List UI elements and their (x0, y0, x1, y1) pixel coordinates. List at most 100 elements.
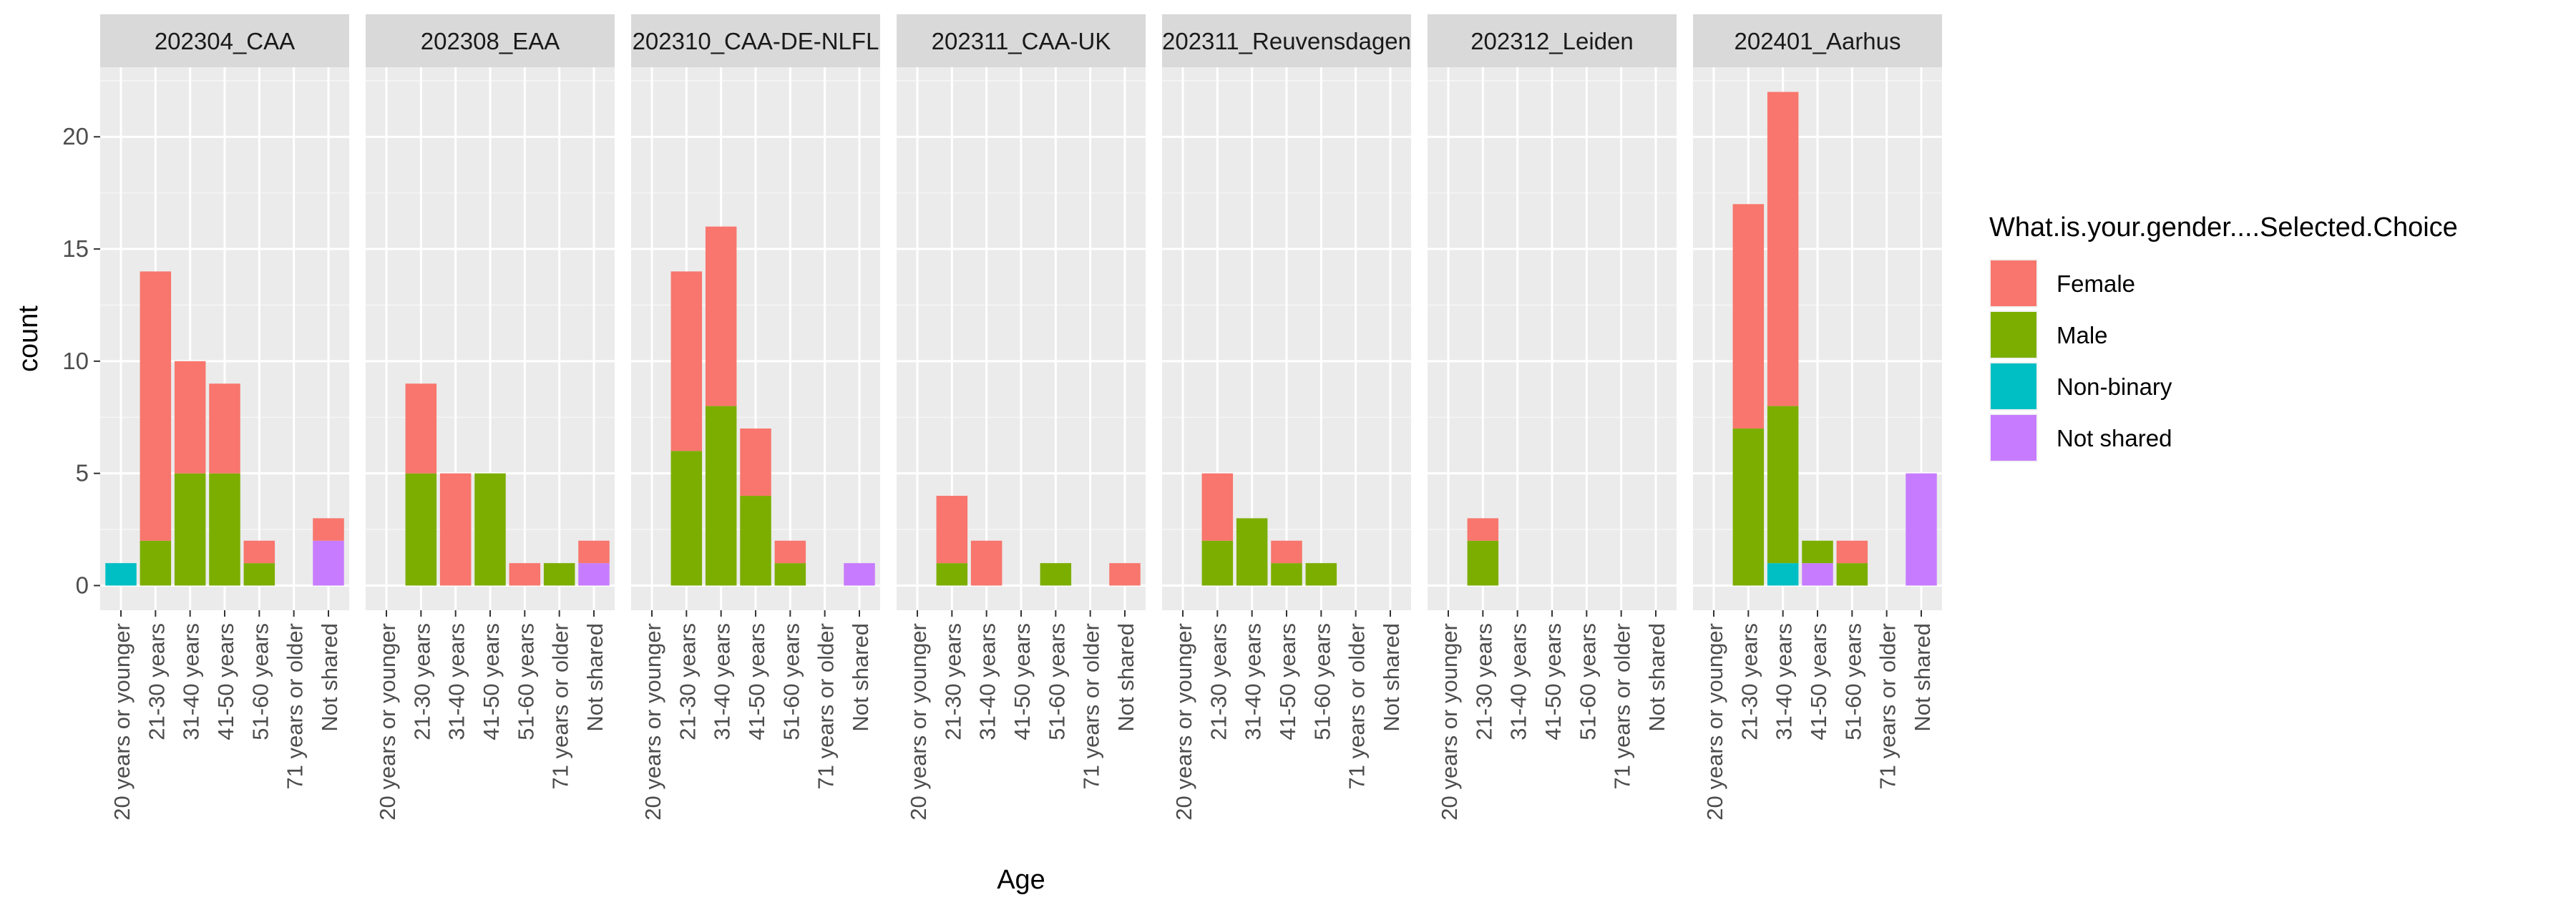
bar-202311-caa-uk-not-shared-female (1109, 563, 1141, 586)
x-tick-label-202304-caa-31-40-years: 31-40 years (179, 623, 204, 740)
x-tick-label-202310-caa-de-nlfl-51-60-years: 51-60 years (779, 623, 804, 740)
x-tick-label-202401-aarhus-20-years-or-younger: 20 years or younger (1702, 623, 1727, 821)
x-tick-label-202401-aarhus-41-50-years: 41-50 years (1806, 623, 1831, 740)
bar-202401-aarhus-41-50-years-not-shared (1802, 563, 1833, 586)
x-tick-label-202310-caa-de-nlfl-not-shared: Not shared (848, 623, 873, 732)
panel-202310-caa-de-nlfl: 202310_CAA-DE-NLFL 20 years or younger 21-… (631, 14, 880, 821)
x-tick-label-202311-reuvensdagen-41-50-years: 41-50 years (1275, 623, 1300, 740)
y-axis-title: count (14, 305, 44, 372)
x-tick-label-202308-eaa-not-shared: Not shared (582, 623, 608, 732)
x-tick-label-202311-reuvensdagen-51-60-years: 51-60 years (1309, 623, 1335, 740)
bar-202310-caa-de-nlfl-41-50-years-male (740, 496, 771, 586)
bar-202401-aarhus-not-shared-not-shared (1906, 473, 1937, 586)
bar-202310-caa-de-nlfl-51-60-years-male (774, 563, 806, 586)
x-tick-label-202308-eaa-71-years-or-older: 71 years or older (548, 623, 573, 790)
x-tick-label-202310-caa-de-nlfl-71-years-or-older: 71 years or older (814, 623, 839, 790)
x-tick-label-202312-leiden-21-30-years: 21-30 years (1471, 623, 1496, 740)
x-tick-label-202310-caa-de-nlfl-20-years-or-younger: 20 years or younger (640, 623, 665, 821)
bar-202311-reuvensdagen-21-30-years-male (1201, 540, 1234, 586)
y-tick-label-5: 5 (76, 460, 89, 486)
bar-202311-caa-uk-21-30-years-male (936, 563, 968, 586)
x-tick-label-202311-reuvensdagen-31-40-years: 31-40 years (1241, 623, 1266, 740)
bar-202308-eaa-71-years-or-older-male (543, 563, 575, 586)
bar-202311-caa-uk-21-30-years-female (936, 496, 968, 564)
legend-title: What.is.your.gender....Selected.Choice (1989, 212, 2458, 243)
panel-title-202311-reuvensdagen: 202311_Reuvensdagen (1162, 28, 1411, 54)
x-tick-label-202311-caa-uk-71-years-or-older: 71 years or older (1079, 623, 1104, 790)
bar-202304-caa-21-30-years-female (140, 271, 172, 541)
x-tick-label-202310-caa-de-nlfl-41-50-years: 41-50 years (744, 623, 769, 740)
bar-202310-caa-de-nlfl-not-shared-not-shared (844, 563, 875, 586)
bar-202401-aarhus-21-30-years-female (1732, 204, 1765, 429)
bar-202401-aarhus-31-40-years-female (1767, 92, 1799, 406)
bar-202310-caa-de-nlfl-21-30-years-male (670, 451, 703, 586)
bar-202310-caa-de-nlfl-51-60-years-female (774, 540, 806, 564)
bar-202401-aarhus-51-60-years-female (1836, 540, 1868, 564)
y-tick-label-10: 10 (62, 348, 89, 374)
x-tick-label-202304-caa-51-60-years: 51-60 years (248, 623, 273, 740)
panel-202308-eaa: 202308_EAA 20 years or younger 21-30 years… (366, 14, 615, 821)
bar-202304-caa-21-30-years-male (140, 540, 172, 586)
legend-label-not-shared: Not shared (2057, 425, 2172, 451)
bar-202308-eaa-21-30-years-female (405, 383, 437, 474)
x-tick-label-202401-aarhus-71-years-or-older: 71 years or older (1875, 623, 1901, 790)
bar-202311-caa-uk-51-60-years-male (1040, 563, 1072, 586)
panel-title-202401-aarhus: 202401_Aarhus (1734, 28, 1901, 54)
bar-202311-caa-uk-31-40-years-female (970, 540, 1002, 586)
panel-title-202310-caa-de-nlfl: 202310_CAA-DE-NLFL (633, 28, 879, 54)
panel-strip-202312-leiden (1428, 14, 1677, 67)
bar-202311-reuvensdagen-51-60-years-male (1305, 563, 1337, 586)
bar-202312-leiden-21-30-years-male (1467, 540, 1499, 586)
x-tick-label-202312-leiden-20-years-or-younger: 20 years or younger (1437, 623, 1462, 821)
y-tick-label-15: 15 (62, 235, 89, 262)
bar-202311-reuvensdagen-21-30-years-female (1201, 473, 1234, 541)
bar-202312-leiden-21-30-years-female (1467, 518, 1499, 541)
bar-202304-caa-51-60-years-male (243, 563, 275, 586)
x-axis-title: Age (997, 865, 1045, 895)
bar-202304-caa-41-50-years-male (209, 473, 240, 586)
x-tick-label-202311-caa-uk-20-years-or-younger: 20 years or younger (906, 623, 931, 821)
bar-202310-caa-de-nlfl-31-40-years-male (705, 406, 737, 586)
x-tick-label-202312-leiden-51-60-years: 51-60 years (1575, 623, 1600, 740)
x-tick-label-202312-leiden-31-40-years: 31-40 years (1506, 623, 1531, 740)
x-tick-label-202401-aarhus-51-60-years: 51-60 years (1840, 623, 1865, 740)
x-tick-label-202304-caa-21-30-years: 21-30 years (144, 623, 169, 740)
x-tick-label-202311-caa-uk-41-50-years: 41-50 years (1010, 623, 1035, 740)
bar-202401-aarhus-31-40-years-male (1767, 406, 1799, 564)
x-tick-label-202308-eaa-20-years-or-younger: 20 years or younger (375, 623, 400, 821)
x-tick-label-202304-caa-41-50-years: 41-50 years (213, 623, 238, 740)
x-tick-label-202310-caa-de-nlfl-31-40-years: 31-40 years (710, 623, 735, 740)
x-tick-label-202311-caa-uk-31-40-years: 31-40 years (975, 623, 1000, 740)
x-tick-label-202311-caa-uk-not-shared: Not shared (1113, 623, 1138, 732)
legend-key-male (1991, 312, 2036, 358)
panel-title-202312-leiden: 202312_Leiden (1470, 28, 1634, 54)
bar-202401-aarhus-31-40-years-non-binary (1767, 563, 1799, 586)
x-tick-label-202401-aarhus-not-shared: Not shared (1910, 623, 1935, 732)
panel-strip-202304-caa (100, 14, 349, 67)
bar-202304-caa-not-shared-not-shared (313, 540, 344, 586)
panel-title-202304-caa: 202304_CAA (155, 28, 295, 54)
panel-title-202308-eaa: 202308_EAA (421, 28, 560, 54)
x-tick-label-202312-leiden-not-shared: Not shared (1644, 623, 1669, 732)
bar-202401-aarhus-21-30-years-male (1732, 428, 1765, 586)
panel-202401-aarhus: 202401_Aarhus 20 years or younger 21-30 ye… (1693, 14, 1942, 821)
panel-strip-202310-caa-de-nlfl (631, 14, 880, 67)
x-tick-label-202312-leiden-71-years-or-older: 71 years or older (1610, 623, 1635, 790)
legend-key-female (1991, 260, 2036, 306)
x-tick-label-202311-reuvensdagen-71-years-or-older: 71 years or older (1345, 623, 1370, 790)
y-tick-label-0: 0 (76, 572, 89, 599)
x-tick-label-202308-eaa-21-30-years: 21-30 years (409, 623, 434, 740)
legend-label-non-binary: Non-binary (2057, 373, 2172, 400)
x-tick-label-202308-eaa-51-60-years: 51-60 years (513, 623, 538, 740)
panel-202304-caa: 202304_CAA 20 years or younger 21-30 years… (100, 14, 349, 821)
y-tick-label-20: 20 (62, 123, 89, 150)
bar-202310-caa-de-nlfl-31-40-years-female (705, 226, 737, 406)
panel-strip-202311-caa-uk (897, 14, 1146, 67)
panel-title-202311-caa-uk: 202311_CAA-UK (932, 28, 1111, 54)
bar-202308-eaa-21-30-years-male (405, 473, 437, 586)
bar-202308-eaa-not-shared-not-shared (578, 563, 610, 586)
bar-202304-caa-not-shared-female (313, 518, 344, 541)
bar-202308-eaa-not-shared-female (578, 540, 610, 564)
x-tick-label-202304-caa-71-years-or-older: 71 years or older (283, 623, 308, 790)
